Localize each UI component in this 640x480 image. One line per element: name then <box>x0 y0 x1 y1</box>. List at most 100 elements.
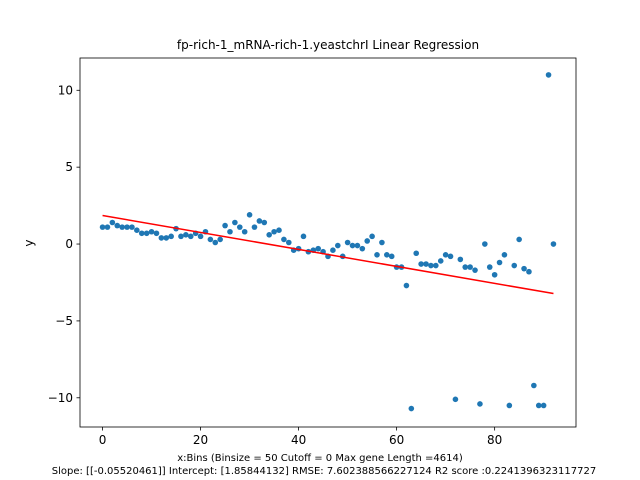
x-axis-ticks: 0 20 40 60 80 <box>99 427 502 447</box>
data-point <box>153 230 160 237</box>
data-point <box>535 402 542 409</box>
axes-frame <box>79 57 577 428</box>
data-point <box>335 242 341 249</box>
data-point <box>433 262 439 269</box>
data-point <box>477 401 483 407</box>
data-point <box>511 262 518 269</box>
data-point <box>114 222 121 229</box>
x-axis-label: x:Bins (Binsize = 50 Cutoff = 0 Max gene… <box>177 453 463 464</box>
data-point <box>501 252 508 258</box>
data-point <box>486 264 493 270</box>
data-point <box>276 227 282 233</box>
data-point <box>428 262 434 269</box>
data-point <box>330 247 336 253</box>
data-point <box>526 268 532 275</box>
data-point <box>521 265 527 272</box>
data-point <box>540 402 547 409</box>
data-point <box>168 233 174 240</box>
data-point <box>285 239 292 246</box>
data-point <box>212 239 219 246</box>
regression-line <box>102 214 554 295</box>
y-axis-label: y <box>22 239 36 246</box>
data-point <box>506 402 513 409</box>
data-point <box>462 264 469 270</box>
data-point <box>261 219 268 226</box>
data-point <box>129 224 135 230</box>
data-point <box>457 256 464 263</box>
data-point <box>217 236 223 243</box>
y-tick-label: −10 <box>48 391 73 405</box>
y-tick-label: 5 <box>65 160 73 174</box>
y-tick-label: 10 <box>58 83 73 97</box>
data-point <box>374 252 380 258</box>
data-point <box>143 230 150 237</box>
chart-title: fp-rich-1_mRNA-rich-1.yeastchrI Linear R… <box>177 38 479 52</box>
data-point <box>516 236 522 243</box>
y-tick-label: 0 <box>65 237 73 251</box>
data-point <box>531 382 537 389</box>
data-point <box>158 235 165 241</box>
data-point <box>163 235 170 241</box>
data-point <box>418 261 424 267</box>
data-point <box>379 239 385 246</box>
data-point <box>138 230 145 237</box>
data-point <box>442 252 449 258</box>
data-point <box>119 224 125 230</box>
x-tick-label: 20 <box>193 433 208 447</box>
data-point <box>124 224 130 230</box>
data-point <box>496 259 503 266</box>
data-point <box>134 227 140 233</box>
data-point <box>467 264 473 270</box>
data-point <box>241 228 248 235</box>
data-point <box>99 224 106 230</box>
x-tick-label: 0 <box>99 433 107 447</box>
data-point <box>251 224 258 230</box>
data-point <box>354 242 361 249</box>
regression-stats-caption: Slope: [[-0.05520461]] Intercept: [1.858… <box>51 466 597 477</box>
data-point <box>413 250 420 257</box>
data-point <box>183 232 189 238</box>
data-point <box>187 233 194 240</box>
data-point <box>491 271 498 278</box>
data-point <box>384 252 390 258</box>
data-point <box>197 233 204 240</box>
data-point <box>447 253 454 260</box>
data-point <box>344 239 351 246</box>
data-point <box>109 219 116 226</box>
data-point <box>423 261 429 267</box>
data-point <box>246 212 253 218</box>
data-point <box>227 228 233 235</box>
data-point <box>482 241 488 247</box>
data-point <box>271 228 277 235</box>
data-point <box>437 258 444 264</box>
y-tick-label: −5 <box>55 314 73 328</box>
data-point <box>281 236 287 243</box>
data-point <box>222 222 228 229</box>
data-point <box>207 236 214 243</box>
data-point <box>256 218 263 224</box>
data-point <box>359 245 366 252</box>
x-tick-label: 40 <box>291 433 306 447</box>
data-point <box>472 267 478 273</box>
data-point <box>388 253 395 260</box>
data-point <box>178 233 184 240</box>
data-point <box>403 282 410 289</box>
data-points <box>99 72 557 412</box>
data-point <box>236 224 243 230</box>
data-point <box>300 233 307 240</box>
data-point <box>545 72 552 78</box>
plot-area <box>99 72 557 412</box>
data-point <box>232 219 238 226</box>
x-tick-label: 60 <box>389 433 404 447</box>
data-point <box>104 224 111 230</box>
y-axis-ticks: −10 −5 0 5 10 <box>48 83 80 405</box>
data-point <box>408 405 415 412</box>
x-tick-label: 80 <box>487 433 502 447</box>
data-point <box>315 245 322 252</box>
data-point <box>369 233 375 240</box>
data-point <box>364 238 371 244</box>
data-point <box>148 228 155 235</box>
data-point <box>452 396 459 403</box>
data-point <box>550 241 557 247</box>
